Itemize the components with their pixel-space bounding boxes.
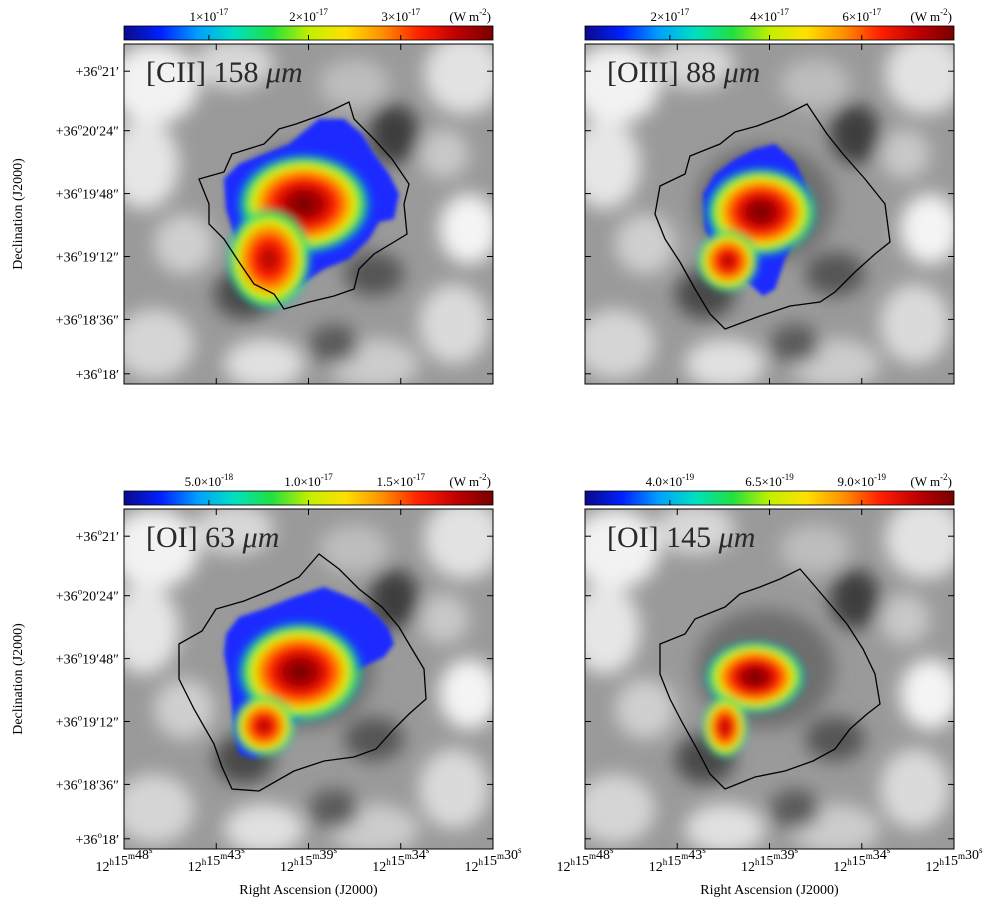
footprint-outline <box>654 103 891 330</box>
x-tick-label: 12h15m39s <box>741 845 799 875</box>
x-tick-label: 12h15m48s <box>95 845 153 875</box>
colorbar-label: 4.0×10-19 <box>646 472 695 489</box>
colorbar-unit: (W m-2) <box>449 472 491 489</box>
x-tick-label: 12h15m43s <box>649 845 707 875</box>
y-tick-label: +36o19′48″ <box>56 650 119 668</box>
panel-title: [OI] 145 μm <box>607 521 755 554</box>
y-tick-label: +36o18′ <box>76 365 119 383</box>
colorbar-label: 4×10-17 <box>750 7 789 24</box>
footprint-outline <box>659 568 881 790</box>
panel-3: 5.0×10-18 1.0×10-17 1.5×10-17 (W m-2) [OI] 6… <box>11 472 522 898</box>
y-axis-label: Declination (J2000) <box>11 623 26 735</box>
x-tick-label: 12h15m34s <box>372 845 430 875</box>
emission-map <box>570 499 965 854</box>
footprint-outline <box>178 553 427 792</box>
panel-title: [CII] 158 μm <box>146 56 303 89</box>
colorbar-label: 1×10-17 <box>189 7 228 24</box>
x-tick-label: 12h15m48s <box>556 845 614 875</box>
panel-1: 1×10-17 2×10-17 3×10-17 (W m-2) [CII] 158 μm… <box>11 7 504 389</box>
x-tick-label: 12h15m30s <box>464 845 522 875</box>
panel-title: [OIII] 88 μm <box>607 56 760 89</box>
colorbar-label: 1.5×10-17 <box>376 472 425 489</box>
y-axis-label: Declination (J2000) <box>11 158 26 270</box>
colorbar-label: 2×10-17 <box>650 7 689 24</box>
emission-peak <box>232 694 296 758</box>
panel-2: 2×10-17 4×10-17 6×10-17 (W m-2) [OIII] 88 μm <box>570 7 965 389</box>
y-tick-label: +36o18′ <box>76 830 119 848</box>
colorbar-label: 6×10-17 <box>842 7 881 24</box>
emission-peak <box>225 206 313 312</box>
emission-peak <box>696 229 760 293</box>
panel-4: 4.0×10-19 6.5×10-19 9.0×10-19 (W m-2) [OI] 1… <box>556 472 983 898</box>
colorbar-label: 3×10-17 <box>381 7 420 24</box>
footprint-outline <box>198 101 410 310</box>
x-tick-label: 12h15m30s <box>925 845 983 875</box>
y-tick-label: +36o20′24″ <box>56 587 119 605</box>
panel-title: [OI] 63 μm <box>146 521 279 554</box>
y-tick-label: +36o18′36″ <box>56 310 119 328</box>
emission-map <box>109 499 504 854</box>
y-tick-label: +36o21′ <box>76 527 119 545</box>
colorbar-label: 1.0×10-17 <box>284 472 333 489</box>
y-tick-label: +36o18′36″ <box>56 775 119 793</box>
y-tick-label: +36o19′12″ <box>56 713 119 731</box>
colorbar-unit: (W m-2) <box>910 472 952 489</box>
colorbar-unit: (W m-2) <box>449 7 491 24</box>
colorbar-label: 5.0×10-18 <box>185 472 234 489</box>
colorbar-label: 6.5×10-19 <box>745 472 794 489</box>
x-tick-label: 12h15m39s <box>280 845 338 875</box>
colorbar-unit: (W m-2) <box>910 7 952 24</box>
colorbar-label: 2×10-17 <box>289 7 328 24</box>
emission-map <box>570 34 965 389</box>
emission-peak <box>701 695 749 759</box>
y-tick-label: +36o19′12″ <box>56 248 119 266</box>
y-tick-label: +36o21′ <box>76 62 119 80</box>
x-tick-label: 12h15m34s <box>833 845 891 875</box>
x-axis-label: Right Ascension (J2000) <box>700 883 839 898</box>
emission-map <box>109 34 504 389</box>
x-tick-label: 12h15m43s <box>188 845 246 875</box>
y-tick-label: +36o20′24″ <box>56 122 119 140</box>
colorbar-label: 9.0×10-19 <box>837 472 886 489</box>
x-axis-label: Right Ascension (J2000) <box>239 883 378 898</box>
y-tick-label: +36o19′48″ <box>56 185 119 203</box>
